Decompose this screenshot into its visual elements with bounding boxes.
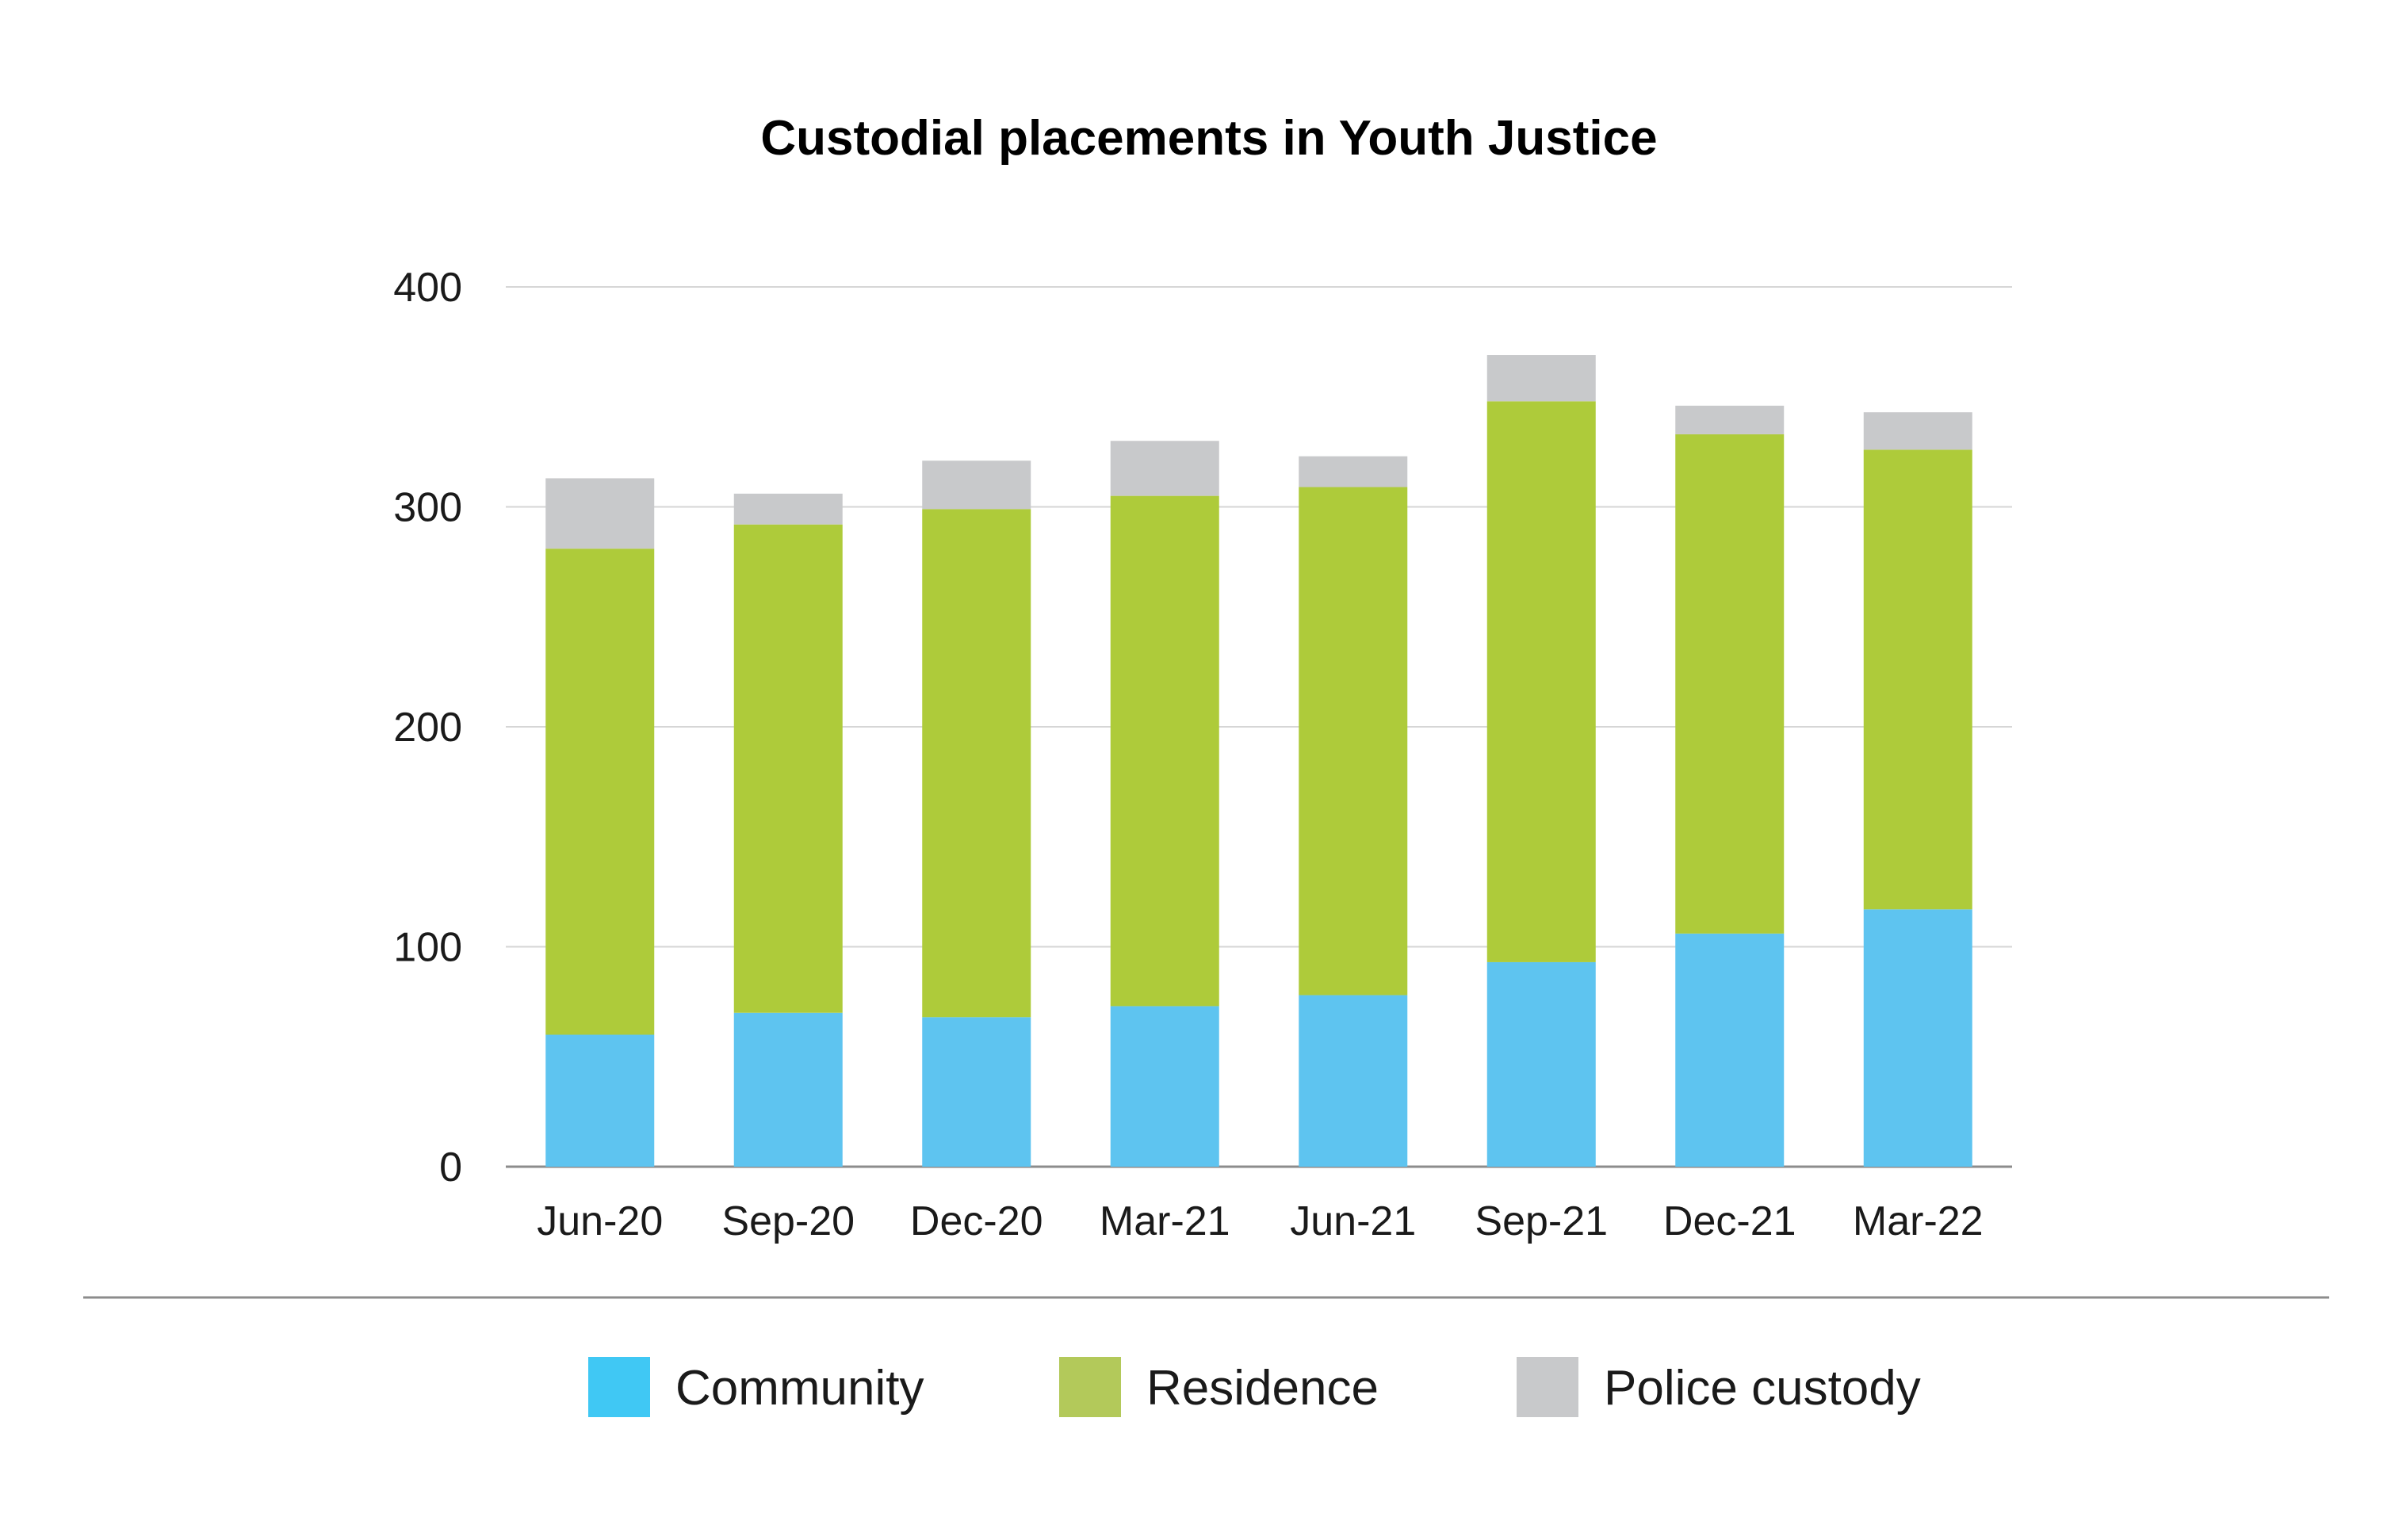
legend-label: Residence xyxy=(1146,1361,1379,1416)
x-axis-ticks: Jun-20 Sep-20 Dec-20 Mar-21 Jun-21 Sep-21 Dec-… xyxy=(537,1198,1983,1244)
y-tick-label: 100 xyxy=(393,925,462,971)
x-tick-label: Mar-21 xyxy=(1100,1198,1230,1244)
bar-community xyxy=(1863,909,1972,1167)
bar-police-custody xyxy=(733,493,843,525)
x-tick-label: Dec-20 xyxy=(910,1198,1043,1244)
bar-police-custody xyxy=(545,478,655,549)
bar-police-custody xyxy=(922,460,1031,510)
bars xyxy=(545,355,1972,1167)
bar-police-custody xyxy=(1299,456,1408,487)
bar-police-custody xyxy=(1675,405,1785,434)
y-tick-label: 0 xyxy=(439,1144,462,1190)
bar-community xyxy=(1110,1006,1219,1167)
bar-police-custody xyxy=(1110,441,1219,496)
x-tick-label: Dec-21 xyxy=(1663,1198,1796,1244)
bar-community xyxy=(1486,961,1596,1167)
bar-residence xyxy=(545,548,655,1035)
legend-swatch xyxy=(1059,1357,1121,1417)
bar-residence xyxy=(733,524,843,1013)
legend-swatch xyxy=(1517,1357,1578,1417)
legend-label: Community xyxy=(675,1361,924,1416)
legend-swatch xyxy=(588,1357,650,1417)
bar-community xyxy=(733,1012,843,1167)
bar-residence xyxy=(1675,434,1785,934)
y-tick-label: 400 xyxy=(393,265,462,311)
y-axis-ticks: 0 100 200 300 400 xyxy=(393,265,462,1190)
legend: Community Residence Police custody xyxy=(588,1357,1921,1417)
bar-police-custody xyxy=(1486,355,1596,402)
y-tick-label: 300 xyxy=(393,485,462,531)
bar-community xyxy=(1299,995,1408,1167)
x-tick-label: Sep-20 xyxy=(721,1198,855,1244)
bar-community xyxy=(922,1017,1031,1167)
chart-title: Custodial placements in Youth Justice xyxy=(760,111,1657,166)
bar-community xyxy=(1675,933,1785,1167)
x-tick-label: Sep-21 xyxy=(1475,1198,1608,1244)
x-tick-label: Jun-20 xyxy=(537,1198,663,1244)
bar-community xyxy=(545,1034,655,1167)
y-tick-label: 200 xyxy=(393,705,462,751)
legend-label: Police custody xyxy=(1604,1361,1921,1416)
bar-police-custody xyxy=(1863,412,1972,450)
bar-residence xyxy=(1299,487,1408,995)
x-tick-label: Jun-21 xyxy=(1290,1198,1416,1244)
x-tick-label: Mar-22 xyxy=(1853,1198,1984,1244)
bar-residence xyxy=(1863,449,1972,910)
grid-lines xyxy=(506,286,2012,1168)
bar-residence xyxy=(922,509,1031,1018)
bar-residence xyxy=(1486,401,1596,962)
bar-residence xyxy=(1110,495,1219,1007)
